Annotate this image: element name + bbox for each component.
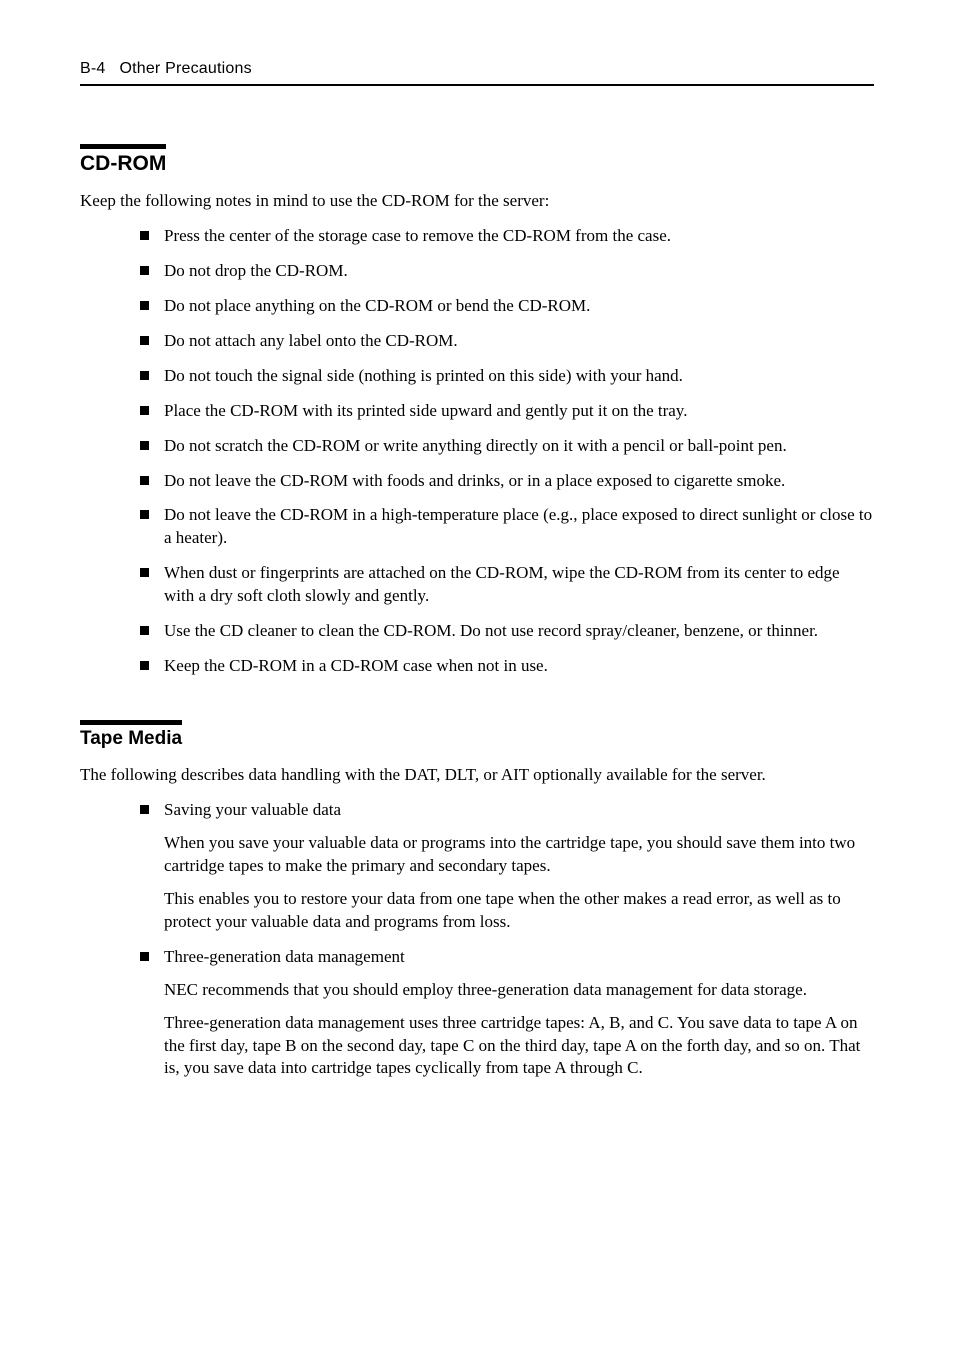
page: B-4 Other Precautions CD-ROM Keep the fo… [0, 0, 954, 1348]
section-title: Tape Media [80, 720, 182, 750]
list-item: Do not scratch the CD-ROM or write anyth… [140, 435, 874, 458]
list-item-text: Press the center of the storage case to … [164, 226, 671, 245]
list-item-text: Do not scratch the CD-ROM or write anyth… [164, 436, 787, 455]
list-item-text: Three-generation data management [164, 947, 405, 966]
list-item-text: Saving your valuable data [164, 800, 341, 819]
list-item: Do not attach any label onto the CD-ROM. [140, 330, 874, 353]
list-item-text: Do not touch the signal side (nothing is… [164, 366, 683, 385]
sub-paragraph: Three-generation data management uses th… [164, 1012, 874, 1081]
page-number: B-4 [80, 60, 106, 77]
list-item: Use the CD cleaner to clean the CD-ROM. … [140, 620, 874, 643]
section-title: CD-ROM [80, 144, 166, 176]
bullet-list: Saving your valuable data When you save … [140, 799, 874, 1080]
list-item: Do not leave the CD-ROM with foods and d… [140, 470, 874, 493]
section-tape-media: Tape Media The following describes data … [80, 690, 874, 1080]
section-cdrom: CD-ROM Keep the following notes in mind … [80, 86, 874, 678]
bullet-list: Press the center of the storage case to … [140, 225, 874, 678]
page-header: B-4 Other Precautions [80, 60, 874, 86]
list-item: Keep the CD-ROM in a CD-ROM case when no… [140, 655, 874, 678]
list-item: Do not leave the CD-ROM in a high-temper… [140, 504, 874, 550]
list-item: Do not touch the signal side (nothing is… [140, 365, 874, 388]
list-item: Three-generation data management NEC rec… [140, 946, 874, 1081]
list-item-text: Keep the CD-ROM in a CD-ROM case when no… [164, 656, 548, 675]
list-item-text: When dust or fingerprints are attached o… [164, 563, 840, 605]
list-item: When dust or fingerprints are attached o… [140, 562, 874, 608]
section-intro: The following describes data handling wi… [80, 764, 874, 787]
section-intro: Keep the following notes in mind to use … [80, 190, 874, 213]
list-item: Saving your valuable data When you save … [140, 799, 874, 934]
list-item-text: Use the CD cleaner to clean the CD-ROM. … [164, 621, 818, 640]
list-item-text: Do not leave the CD-ROM with foods and d… [164, 471, 785, 490]
sub-paragraph: NEC recommends that you should employ th… [164, 979, 874, 1002]
list-item-text: Do not attach any label onto the CD-ROM. [164, 331, 458, 350]
list-item-text: Place the CD-ROM with its printed side u… [164, 401, 687, 420]
list-item: Do not drop the CD-ROM. [140, 260, 874, 283]
list-item-text: Do not place anything on the CD-ROM or b… [164, 296, 590, 315]
header-section-title: Other Precautions [119, 60, 251, 77]
sub-paragraph: This enables you to restore your data fr… [164, 888, 874, 934]
list-item: Place the CD-ROM with its printed side u… [140, 400, 874, 423]
sub-paragraph: When you save your valuable data or prog… [164, 832, 874, 878]
list-item: Press the center of the storage case to … [140, 225, 874, 248]
list-item-text: Do not leave the CD-ROM in a high-temper… [164, 505, 872, 547]
list-item: Do not place anything on the CD-ROM or b… [140, 295, 874, 318]
list-item-text: Do not drop the CD-ROM. [164, 261, 348, 280]
